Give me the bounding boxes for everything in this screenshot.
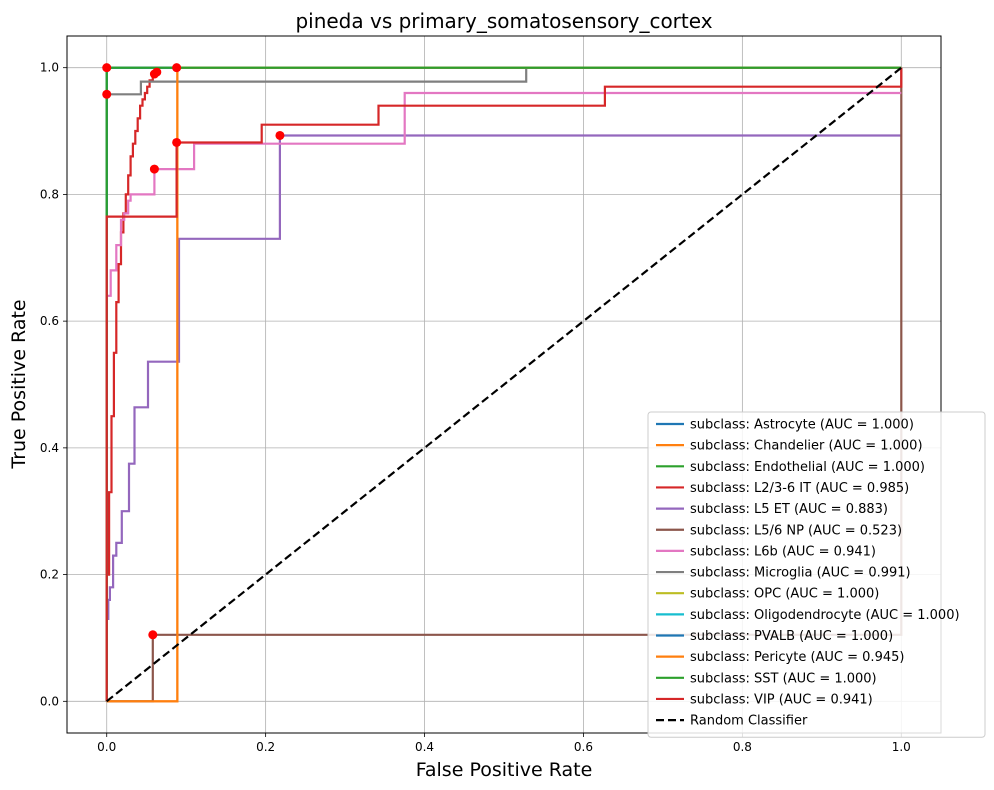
legend-label: subclass: L6b (AUC = 0.941) [690,544,876,559]
y-tick-label: 0.2 [40,568,59,582]
legend: subclass: Astrocyte (AUC = 1.000) subclas… [647,411,986,738]
y-tick-label: 0.4 [40,441,59,455]
legend-label: subclass: VIP (AUC = 0.941) [690,692,873,707]
legend-label: subclass: L2/3-6 IT (AUC = 0.985) [690,481,909,496]
threshold-marker [102,63,112,73]
y-tick-label: 0.6 [40,314,59,328]
threshold-marker [172,63,182,73]
legend-label: subclass: Chandelier (AUC = 1.000) [690,439,923,454]
series-line [105,91,902,702]
axes-frame [66,35,942,734]
x-tick-label: 0.2 [256,740,275,754]
series-line [105,134,902,702]
legend-label: subclass: Oligodendrocyte (AUC = 1.000) [690,608,960,623]
legend-box [647,411,986,738]
legend-label: subclass: L5/6 NP (AUC = 0.523) [690,523,902,538]
y-tick-label: 0.0 [40,694,59,708]
threshold-marker [148,630,158,640]
threshold-marker [149,164,159,174]
y-tick-label: 0.8 [40,187,59,201]
threshold-marker [152,67,162,77]
legend-label: Random Classifier [690,714,808,729]
legend-label: subclass: PVALB (AUC = 1.000) [690,629,893,644]
legend-label: subclass: Pericyte (AUC = 0.945) [690,650,904,665]
threshold-marker [172,137,182,147]
legend-label: subclass: SST (AUC = 1.000) [690,671,877,686]
legend-label: subclass: L5 ET (AUC = 0.883) [690,502,888,517]
legend-label: subclass: Astrocyte (AUC = 1.000) [690,418,914,433]
x-tick-label: 0.4 [415,740,434,754]
x-tick-label: 1.0 [892,740,911,754]
series-line [105,66,902,702]
legend-label: subclass: Endothelial (AUC = 1.000) [690,460,925,475]
x-axis-label: False Positive Rate [416,759,593,781]
x-tick-label: 0.0 [97,740,116,754]
x-tick-label: 0.6 [574,740,593,754]
x-tick-label: 0.8 [733,740,752,754]
chart-title: pineda vs primary_somatosensory_cortex [295,9,712,33]
series-line [105,67,903,702]
series-line [106,66,902,703]
y-tick-label: 1.0 [40,61,59,75]
ticks: 0.0 0.2 0.4 0.6 0.8 1.0 0.0 0.2 0.4 0.6 0.8 1.0 [40,61,911,754]
legend-label: subclass: OPC (AUC = 1.000) [690,587,879,602]
threshold-markers [102,63,285,640]
threshold-marker [102,89,112,99]
y-axis-label: True Positive Rate [8,299,30,469]
legend-label: subclass: Microglia (AUC = 0.991) [690,566,911,581]
threshold-marker [275,130,285,140]
